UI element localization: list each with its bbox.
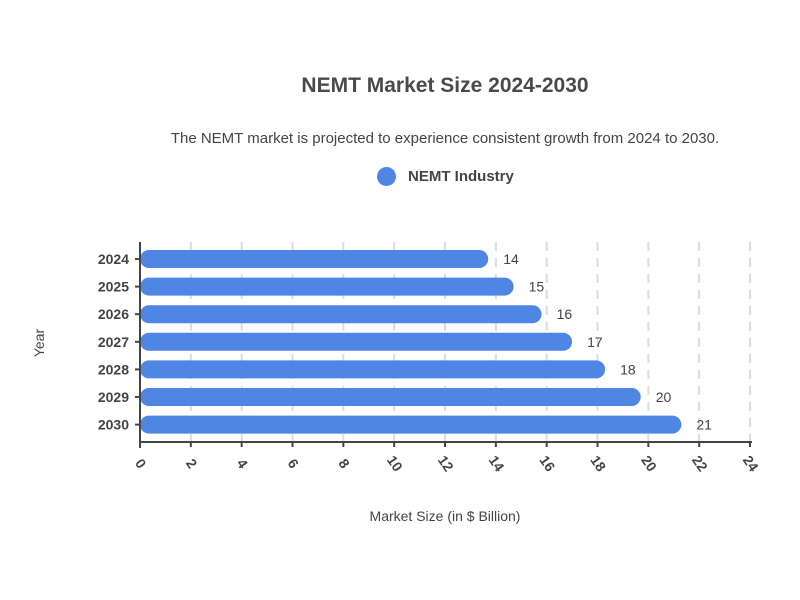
x-tick-label: 14 [486,452,508,474]
legend: NEMT Industry [377,167,514,186]
bar [140,277,514,296]
y-tick-label: 2027 [98,334,129,350]
bar [140,332,573,351]
x-tick-label: 2 [183,456,201,472]
x-tick-label: 6 [285,456,303,472]
x-tick-label: 18 [587,452,609,474]
y-tick-label: 2025 [98,279,129,295]
chart-title: NEMT Market Size 2024-2030 [301,74,589,97]
y-tick-label: 2028 [98,361,129,377]
x-tick-label: 0 [132,456,150,472]
y-tick-label: 2024 [98,251,129,267]
legend-swatch [377,167,396,186]
data-label: 14 [503,251,519,267]
data-label: 21 [696,417,712,433]
x-tick-label: 10 [384,452,406,474]
bar [140,415,682,434]
bar [140,360,606,379]
x-tick-label: 4 [234,456,252,472]
y-axis-title: Year [31,329,47,358]
data-label: 16 [557,306,573,322]
bar [140,305,542,324]
x-tick-label: 12 [435,452,457,474]
x-tick-label: 22 [689,452,711,474]
x-axis-title: Market Size (in $ Billion) [370,508,521,524]
x-tick-label: 20 [638,452,660,474]
y-tick-label: 2029 [98,389,129,405]
legend-label: NEMT Industry [408,168,514,185]
bar [140,388,641,406]
data-label: 18 [620,361,636,377]
chart-subtitle: The NEMT market is projected to experien… [170,130,720,147]
x-tick-label: 8 [335,456,353,472]
x-tick-label: 16 [536,452,558,474]
bars [140,250,682,434]
bar [140,250,489,268]
x-tick-label: 24 [740,452,762,474]
axes [135,242,752,448]
data-label: 15 [529,279,545,295]
y-tick-label: 2026 [98,306,129,322]
data-label: 17 [587,334,603,350]
y-tick-label: 2030 [98,417,129,433]
data-label: 20 [656,389,672,405]
